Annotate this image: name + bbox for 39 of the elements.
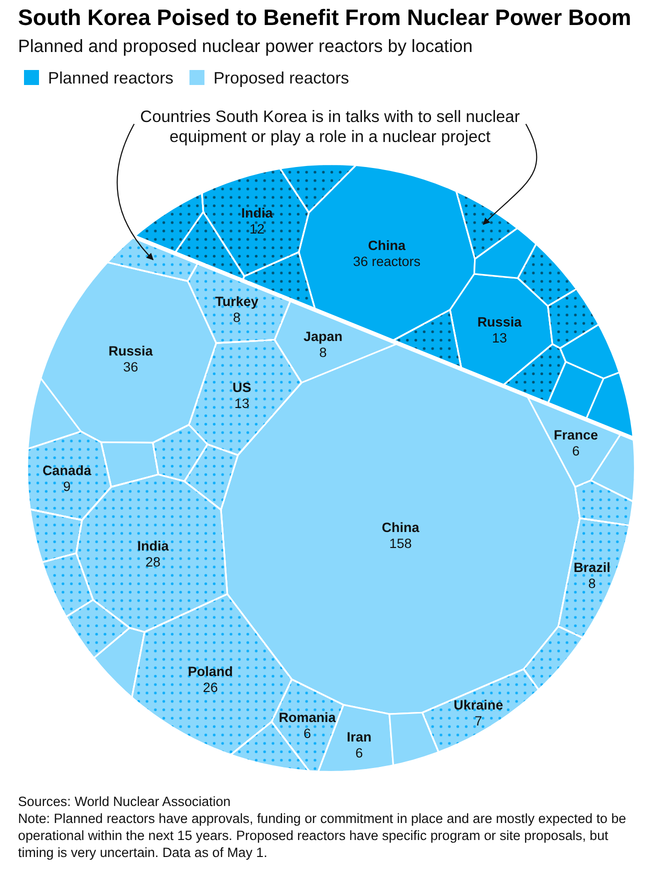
data-label: 26 xyxy=(202,680,218,695)
data-label: 6 xyxy=(355,746,363,761)
data-label: 6 xyxy=(572,444,580,459)
category-label: Poland xyxy=(188,664,233,679)
data-label: 28 xyxy=(145,554,160,570)
category-label: Turkey xyxy=(215,294,259,309)
text: Countries South Korea is in talks with to sell nuclear equipment or play a role in a nuclear project xyxy=(140,108,520,146)
legend-label: Proposed reactors xyxy=(213,68,350,88)
data-label: 12 xyxy=(249,221,265,236)
category-label: Russia xyxy=(108,343,154,358)
legend-label: Planned reactors xyxy=(48,68,174,88)
category-label: Iran xyxy=(346,730,372,745)
data-label: 8 xyxy=(319,344,327,360)
category-label: Brazil xyxy=(574,560,610,575)
text: Note: Planned reactors have approvals, funding or commitment in place and are mostly expected to be operational within the next 15 years. Proposed reactors have specific program or site proposals, but timing is very uncertain. Data as of May 1. xyxy=(18,811,626,860)
data-label: 6 xyxy=(304,726,312,742)
data-label: 8 xyxy=(233,310,241,325)
data-label: 13 xyxy=(234,396,250,411)
data-label: 7 xyxy=(474,713,482,728)
data-label: 13 xyxy=(492,330,507,346)
category-label: Russia xyxy=(477,314,522,330)
category-label: India xyxy=(137,538,170,554)
category-label: India xyxy=(241,205,274,220)
category-label: France xyxy=(554,428,598,443)
text: Planned and proposed nuclear power reactors by location xyxy=(18,36,473,56)
text: South Korea Poised to Benefit From Nuclear Power Boom xyxy=(18,5,632,30)
category-label: Ukraine xyxy=(454,697,504,712)
data-label: 158 xyxy=(389,536,412,551)
data-label: 36 reactors xyxy=(352,254,421,270)
data-label: 36 xyxy=(123,359,138,374)
category-label: China xyxy=(382,520,420,535)
category-label: Japan xyxy=(303,328,342,344)
data-label: 9 xyxy=(63,479,71,494)
category-label: Canada xyxy=(42,463,92,478)
data-label: 8 xyxy=(588,576,596,591)
category-label: US xyxy=(232,380,252,395)
category-label: Romania xyxy=(278,710,336,726)
category-label: China xyxy=(368,238,406,254)
source-note: Sources: World Nuclear Association xyxy=(18,794,231,809)
